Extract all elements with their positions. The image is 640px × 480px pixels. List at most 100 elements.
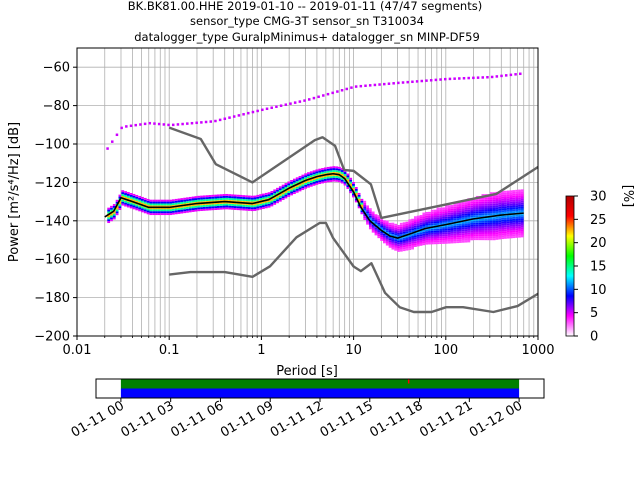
psd-cell xyxy=(318,176,322,179)
psd-cell xyxy=(315,180,319,183)
psd-cell xyxy=(447,209,451,211)
psd-cell xyxy=(520,216,524,219)
psd-cell xyxy=(152,205,156,208)
psd-cell xyxy=(506,200,510,203)
psd-cell xyxy=(126,205,130,208)
psd-cell xyxy=(368,225,372,228)
psd-cell xyxy=(247,111,250,115)
psd-cell xyxy=(354,188,358,191)
psd-cell xyxy=(447,241,451,244)
psd-cell xyxy=(183,211,187,214)
psd-cell xyxy=(363,210,367,213)
psd-cell xyxy=(439,234,443,237)
psd-cell xyxy=(458,216,462,218)
psd-cell xyxy=(450,218,454,221)
psd-cell xyxy=(394,229,398,232)
psd-cell xyxy=(278,195,282,198)
psd-cell xyxy=(391,245,395,248)
psd-cell xyxy=(509,207,513,210)
psd-cell xyxy=(512,205,516,208)
psd-cell xyxy=(425,238,429,241)
psd-cell xyxy=(487,228,490,231)
psd-cell xyxy=(239,200,243,203)
psd-cell xyxy=(411,239,414,242)
y-tick-label: −160 xyxy=(34,253,70,268)
psd-cell xyxy=(380,238,384,241)
psd-cell xyxy=(141,202,144,205)
psd-cell xyxy=(478,228,482,231)
psd-cell xyxy=(509,203,513,206)
psd-cell xyxy=(143,201,147,204)
psd-cell xyxy=(183,205,187,208)
psd-cell xyxy=(405,242,409,245)
psd-cell xyxy=(188,200,192,203)
psd-cell xyxy=(487,205,490,208)
psd-cell xyxy=(279,104,283,107)
psd-cell xyxy=(385,237,389,240)
psd-cell xyxy=(453,225,457,228)
psd-cell xyxy=(166,213,170,216)
psd-cell xyxy=(464,213,468,216)
psd-cell xyxy=(498,210,502,213)
psd-cell xyxy=(509,198,513,200)
psd-cell xyxy=(202,203,206,206)
psd-cell xyxy=(473,213,476,216)
psd-cell xyxy=(340,173,344,176)
psd-cell xyxy=(191,208,195,211)
y-tick-label: −80 xyxy=(43,99,70,114)
psd-cell xyxy=(143,199,147,202)
psd-cell xyxy=(447,232,451,235)
psd-cell xyxy=(518,233,521,236)
psd-cell xyxy=(512,230,516,233)
psd-cell xyxy=(411,226,414,229)
psd-cell xyxy=(364,84,367,88)
psd-cell xyxy=(278,190,282,193)
psd-cell xyxy=(121,201,125,204)
psd-cell xyxy=(380,233,384,236)
psd-cell xyxy=(512,236,516,239)
psd-cell xyxy=(495,199,499,202)
psd-cell xyxy=(509,234,513,237)
psd-cell xyxy=(504,208,507,211)
psd-cell xyxy=(132,199,136,202)
psd-cell xyxy=(222,195,226,198)
psd-cell xyxy=(146,212,150,215)
psd-cell xyxy=(343,173,347,176)
psd-cell xyxy=(402,237,406,240)
psd-cell xyxy=(397,244,400,247)
psd-cell xyxy=(138,195,142,198)
psd-cell xyxy=(509,230,513,233)
psd-cell xyxy=(166,207,170,210)
psd-cell xyxy=(456,202,459,205)
psd-cell xyxy=(264,192,268,195)
psd-cell xyxy=(200,203,203,206)
psd-cell xyxy=(515,201,519,204)
psd-cell xyxy=(411,243,414,246)
psd-cell xyxy=(520,220,524,223)
psd-cell xyxy=(506,232,510,235)
psd-cell xyxy=(155,211,158,214)
psd-cell xyxy=(520,227,524,230)
y-tick-label: −100 xyxy=(34,138,70,153)
psd-cell xyxy=(492,201,496,204)
psd-cell xyxy=(129,193,133,195)
psd-cell xyxy=(245,197,248,200)
psd-cell xyxy=(219,194,223,197)
psd-cell xyxy=(509,196,513,199)
psd-cell xyxy=(504,194,507,197)
psd-cell xyxy=(481,207,485,210)
psd-cell xyxy=(444,228,448,231)
psd-cell xyxy=(295,179,299,182)
psd-cell xyxy=(340,181,344,184)
low-noise-model-line xyxy=(169,221,539,314)
timeline-tick-label: 01-11 09 xyxy=(218,398,276,440)
psd-cell xyxy=(304,177,308,180)
psd-cell xyxy=(458,235,462,238)
psd-cell xyxy=(456,237,459,240)
psd-cell xyxy=(473,209,476,212)
psd-cell xyxy=(186,208,189,211)
psd-cell xyxy=(484,232,488,235)
psd-cell xyxy=(346,179,350,182)
psd-cell xyxy=(492,236,496,239)
psd-cell xyxy=(467,200,471,203)
